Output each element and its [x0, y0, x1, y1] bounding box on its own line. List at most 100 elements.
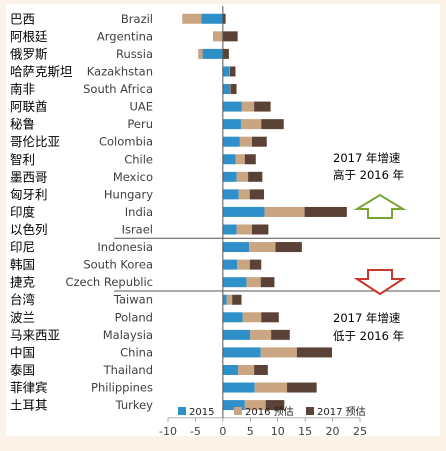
bar-mexico-2016	[236, 171, 249, 182]
category-label-en: Indonesia	[97, 240, 153, 254]
bar-argentina-2017	[222, 31, 238, 42]
up-arrow-icon	[353, 193, 407, 219]
bar-argentina-2016	[212, 31, 223, 42]
annotation-down-line1: 2017 年增速	[333, 311, 401, 325]
bar-turkey-2017	[265, 400, 285, 411]
bar-turkey-2016	[244, 400, 266, 411]
category-label-en: Thailand	[103, 363, 153, 377]
bar-uae-2017	[254, 101, 271, 112]
category-label-en: Taiwan	[113, 293, 153, 307]
category-label-en: Russia	[116, 47, 153, 61]
bar-russia-2015	[202, 48, 223, 59]
bar-philippines-2017	[287, 382, 317, 393]
category-label-zh: 俄罗斯	[10, 46, 48, 61]
bar-israel-2017	[251, 224, 269, 235]
category-label-zh: 哥伦比亚	[10, 134, 60, 149]
bar-malaysia-2015	[222, 329, 251, 340]
category-label-zh: 马来西亚	[10, 327, 60, 342]
bar-hungary-2016	[238, 189, 250, 200]
legend-swatch-2017	[306, 407, 314, 415]
category-label-en: Czech Republic	[65, 275, 153, 289]
bar-south-korea-2015	[222, 259, 238, 270]
bar-poland-2016	[242, 312, 262, 323]
legend: 2015 2016 预估 2017 预估	[178, 405, 366, 418]
bar-chile-2016	[235, 154, 245, 165]
bar-colombia-2016	[239, 136, 252, 147]
bar-uae-2016	[241, 101, 255, 112]
x-tick-label: 10	[271, 425, 285, 436]
bar-brazil-2016	[182, 13, 202, 24]
category-label-zh: 印度	[10, 204, 36, 219]
category-label-en: South Africa	[83, 82, 153, 96]
category-label-zh: 阿根廷	[10, 29, 48, 44]
annotation-down-line2: 低于 2016 年	[333, 329, 404, 343]
bar-south-korea-2017	[249, 259, 262, 270]
category-label-en: Mexico	[113, 170, 153, 184]
growth-chart: 巴西 Brazil 阿根廷 Argentina 俄罗斯 Russia 哈萨克斯坦 Kazakh…	[10, 6, 440, 436]
category-label-zh: 南非	[10, 82, 35, 97]
bar-thailand-2017	[254, 364, 268, 375]
category-label-en: Argentina	[97, 29, 153, 43]
legend-swatch-2015	[178, 407, 186, 415]
category-label-zh: 哈萨克斯坦	[10, 64, 73, 79]
bar-mexico-2015	[222, 171, 237, 182]
category-label-en: Hungary	[104, 187, 153, 201]
bar-india-2016	[264, 206, 305, 217]
bar-taiwan-2015	[222, 294, 227, 305]
x-tick-label: 5	[247, 425, 254, 436]
bar-brazil-2015	[201, 13, 223, 24]
legend-label-2016: 2016 预估	[245, 405, 294, 418]
bar-malaysia-2017	[271, 329, 290, 340]
bar-poland-2017	[261, 312, 279, 323]
category-label-en: Chile	[124, 152, 153, 166]
bars-layer	[114, 13, 440, 411]
category-label-en: Brazil	[121, 12, 153, 26]
bar-mexico-2017	[248, 171, 263, 182]
bar-india-2015	[222, 206, 265, 217]
category-label-en: Colombia	[99, 135, 153, 149]
bar-poland-2015	[222, 312, 243, 323]
category-label-en: Poland	[115, 310, 153, 324]
legend-swatch-2016	[234, 407, 242, 415]
bar-chile-2017	[244, 154, 256, 165]
x-tick-label: 20	[326, 425, 340, 436]
chart-card: 巴西 Brazil 阿根廷 Argentina 俄罗斯 Russia 哈萨克斯坦 Kazakh…	[6, 4, 440, 436]
category-label-zh: 泰国	[10, 362, 35, 377]
category-label-en: China	[120, 345, 153, 359]
bar-south-africa-2015	[222, 84, 230, 95]
category-label-zh: 巴西	[10, 11, 35, 26]
bar-peru-2016	[240, 119, 262, 130]
bar-turkey-2015	[222, 400, 245, 411]
bar-south-africa-2016	[229, 84, 231, 95]
category-label-en: Malaysia	[103, 328, 153, 342]
bar-thailand-2015	[222, 364, 239, 375]
bar-israel-2016	[236, 224, 252, 235]
category-label-en: Kazakhstan	[87, 64, 153, 78]
bar-china-2015	[222, 347, 261, 358]
bar-peru-2017	[261, 119, 284, 130]
category-label-zh: 墨西哥	[10, 169, 48, 184]
bar-indonesia-2015	[222, 242, 250, 253]
bar-indonesia-2016	[249, 242, 276, 253]
bar-china-2017	[296, 347, 333, 358]
x-tick-label: 25	[353, 425, 367, 436]
category-label-zh: 土耳其	[10, 398, 48, 413]
category-label-en: Turkey	[115, 398, 154, 412]
bar-brazil-2017	[222, 13, 226, 24]
category-label-zh: 阿联酋	[10, 99, 48, 114]
category-label-en: Peru	[127, 117, 153, 131]
annotation-up-line1: 2017 年增速	[333, 151, 401, 165]
bar-kazakhstan-2017	[229, 66, 236, 77]
category-label-en: Philippines	[91, 381, 153, 395]
category-label-zh: 捷克	[10, 275, 35, 290]
x-tick-label: -10	[159, 425, 177, 436]
annotation-up-line2: 高于 2016 年	[333, 168, 404, 182]
category-label-en: India	[125, 205, 153, 219]
category-label-zh: 秘鲁	[10, 117, 35, 132]
category-label-zh: 以色列	[10, 222, 48, 237]
legend-label-2017: 2017 预估	[317, 405, 366, 418]
bar-taiwan-2016	[226, 294, 233, 305]
category-label-zh: 菲律宾	[10, 380, 48, 395]
category-labels: 巴西 Brazil 阿根廷 Argentina 俄罗斯 Russia 哈萨克斯坦 Kazakh…	[10, 11, 153, 412]
bar-hungary-2017	[249, 189, 264, 200]
